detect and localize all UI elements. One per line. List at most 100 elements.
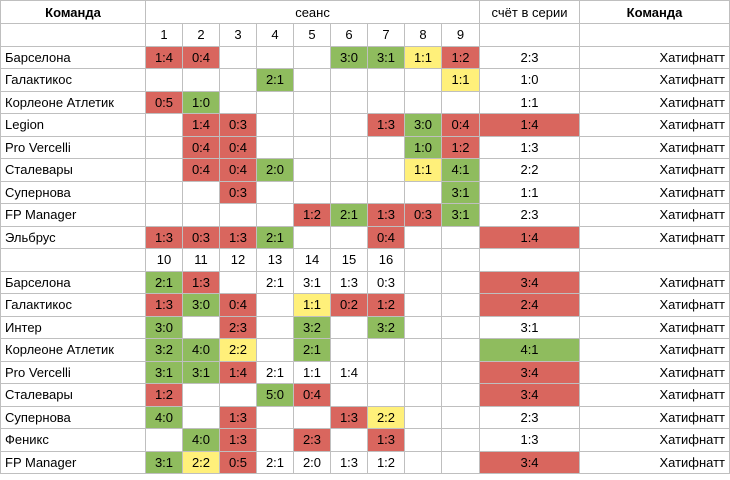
score-cell: 1:3: [145, 225, 183, 249]
session-number: 13: [256, 248, 294, 272]
score-cell: [256, 135, 294, 159]
score-cell: 2:1: [256, 450, 294, 474]
score-cell: 0:4: [219, 158, 257, 182]
score-cell: [404, 428, 442, 452]
session-number: 3: [219, 23, 257, 47]
score-cell: [404, 90, 442, 114]
team-name: Галактикос: [0, 68, 146, 92]
team-name: Галактикос: [0, 293, 146, 317]
score-cell: 2:2: [182, 450, 220, 474]
score-cell: 0:5: [145, 90, 183, 114]
score-cell: 3:1: [145, 360, 183, 384]
team-name: Сталевары: [0, 383, 146, 407]
series-score: 3:1: [479, 315, 581, 339]
score-cell: 1:3: [367, 113, 405, 137]
session-number: 15: [330, 248, 368, 272]
empty-cell: [0, 23, 146, 47]
score-cell: [256, 293, 294, 317]
score-cell: 3:1: [440, 180, 481, 204]
score-cell: 1:3: [330, 405, 368, 429]
score-cell: [293, 225, 331, 249]
score-cell: [293, 68, 331, 92]
series-score: 1:1: [479, 90, 581, 114]
score-cell: 1:1: [440, 68, 481, 92]
table-row: Галактикос 2:1 1:1 1:0 Хатифнатт: [0, 68, 730, 92]
score-cell: 0:4: [182, 135, 220, 159]
table-row: Pro Vercelli 0:4 0:4 1:0 1:2 1:3 Хатифнатт: [0, 135, 730, 159]
series-score: 2:4: [479, 293, 581, 317]
score-cell: [330, 180, 368, 204]
score-cell: [404, 338, 442, 362]
table-row: Супернова 4:0 1:3 1:3 2:2 2:3 Хатифнатт: [0, 405, 730, 429]
score-cell: 0:4: [367, 225, 405, 249]
score-cell: [182, 68, 220, 92]
score-cell: [330, 135, 368, 159]
score-cell: [440, 428, 481, 452]
score-cell: [330, 338, 368, 362]
session-number: 16: [367, 248, 405, 272]
series-score: 3:4: [479, 270, 581, 294]
score-cell: 1:3: [330, 450, 368, 474]
team-name: Pro Vercelli: [0, 135, 146, 159]
score-cell: 2:1: [256, 270, 294, 294]
team-name: Интер: [0, 315, 146, 339]
team-name: Феникс: [0, 428, 146, 452]
score-cell: [404, 315, 442, 339]
score-cell: 2:1: [256, 360, 294, 384]
series-score: 1:4: [479, 225, 581, 249]
score-cell: 0:2: [330, 293, 368, 317]
score-cell: [367, 360, 405, 384]
score-cell: 3:0: [182, 293, 220, 317]
score-cell: 1:3: [367, 428, 405, 452]
score-cell: [145, 428, 183, 452]
score-cell: 2:2: [219, 338, 257, 362]
empty-cell: [479, 23, 581, 47]
series-score: 2:3: [479, 405, 581, 429]
score-cell: [219, 383, 257, 407]
score-cell: 1:2: [440, 45, 481, 69]
score-cell: 1:2: [145, 383, 183, 407]
team-name: Корлеоне Атлетик: [0, 338, 146, 362]
opponent-name: Хатифнатт: [579, 203, 730, 227]
score-cell: [367, 68, 405, 92]
score-cell: 1:3: [145, 293, 183, 317]
empty-cell: [579, 23, 730, 47]
score-cell: 0:4: [219, 135, 257, 159]
score-cell: [293, 45, 331, 69]
series-score: 2:3: [479, 203, 581, 227]
opponent-name: Хатифнатт: [579, 225, 730, 249]
score-cell: [367, 383, 405, 407]
team-name: FP Manager: [0, 450, 146, 474]
score-cell: 1:1: [404, 158, 442, 182]
table-row: Барселона 2:1 1:3 2:1 3:1 1:3 0:3 3:4 Хатифнатт: [0, 270, 730, 294]
score-cell: 4:0: [182, 338, 220, 362]
score-cell: [293, 90, 331, 114]
opponent-name: Хатифнатт: [579, 360, 730, 384]
opponent-name: Хатифнатт: [579, 158, 730, 182]
series-score: 4:1: [479, 338, 581, 362]
team-name: Супернова: [0, 405, 146, 429]
score-cell: [145, 68, 183, 92]
score-cell: 1:4: [330, 360, 368, 384]
score-cell: [367, 338, 405, 362]
score-cell: [182, 383, 220, 407]
score-cell: 2:2: [367, 405, 405, 429]
score-cell: 1:2: [367, 450, 405, 474]
session-number: 4: [256, 23, 294, 47]
score-cell: 0:4: [293, 383, 331, 407]
score-cell: [219, 68, 257, 92]
score-cell: 1:2: [440, 135, 481, 159]
table-row: Эльбрус 1:3 0:3 1:3 2:1 0:4 1:4 Хатифнатт: [0, 225, 730, 249]
score-cell: [219, 203, 257, 227]
score-cell: [404, 383, 442, 407]
score-cell: [330, 428, 368, 452]
opponent-header: Команда: [579, 0, 730, 24]
score-cell: 2:1: [145, 270, 183, 294]
opponent-name: Хатифнатт: [579, 113, 730, 137]
score-cell: [440, 360, 481, 384]
score-cell: 0:4: [182, 45, 220, 69]
score-cell: 0:4: [440, 113, 481, 137]
series-score: 1:4: [479, 113, 581, 137]
